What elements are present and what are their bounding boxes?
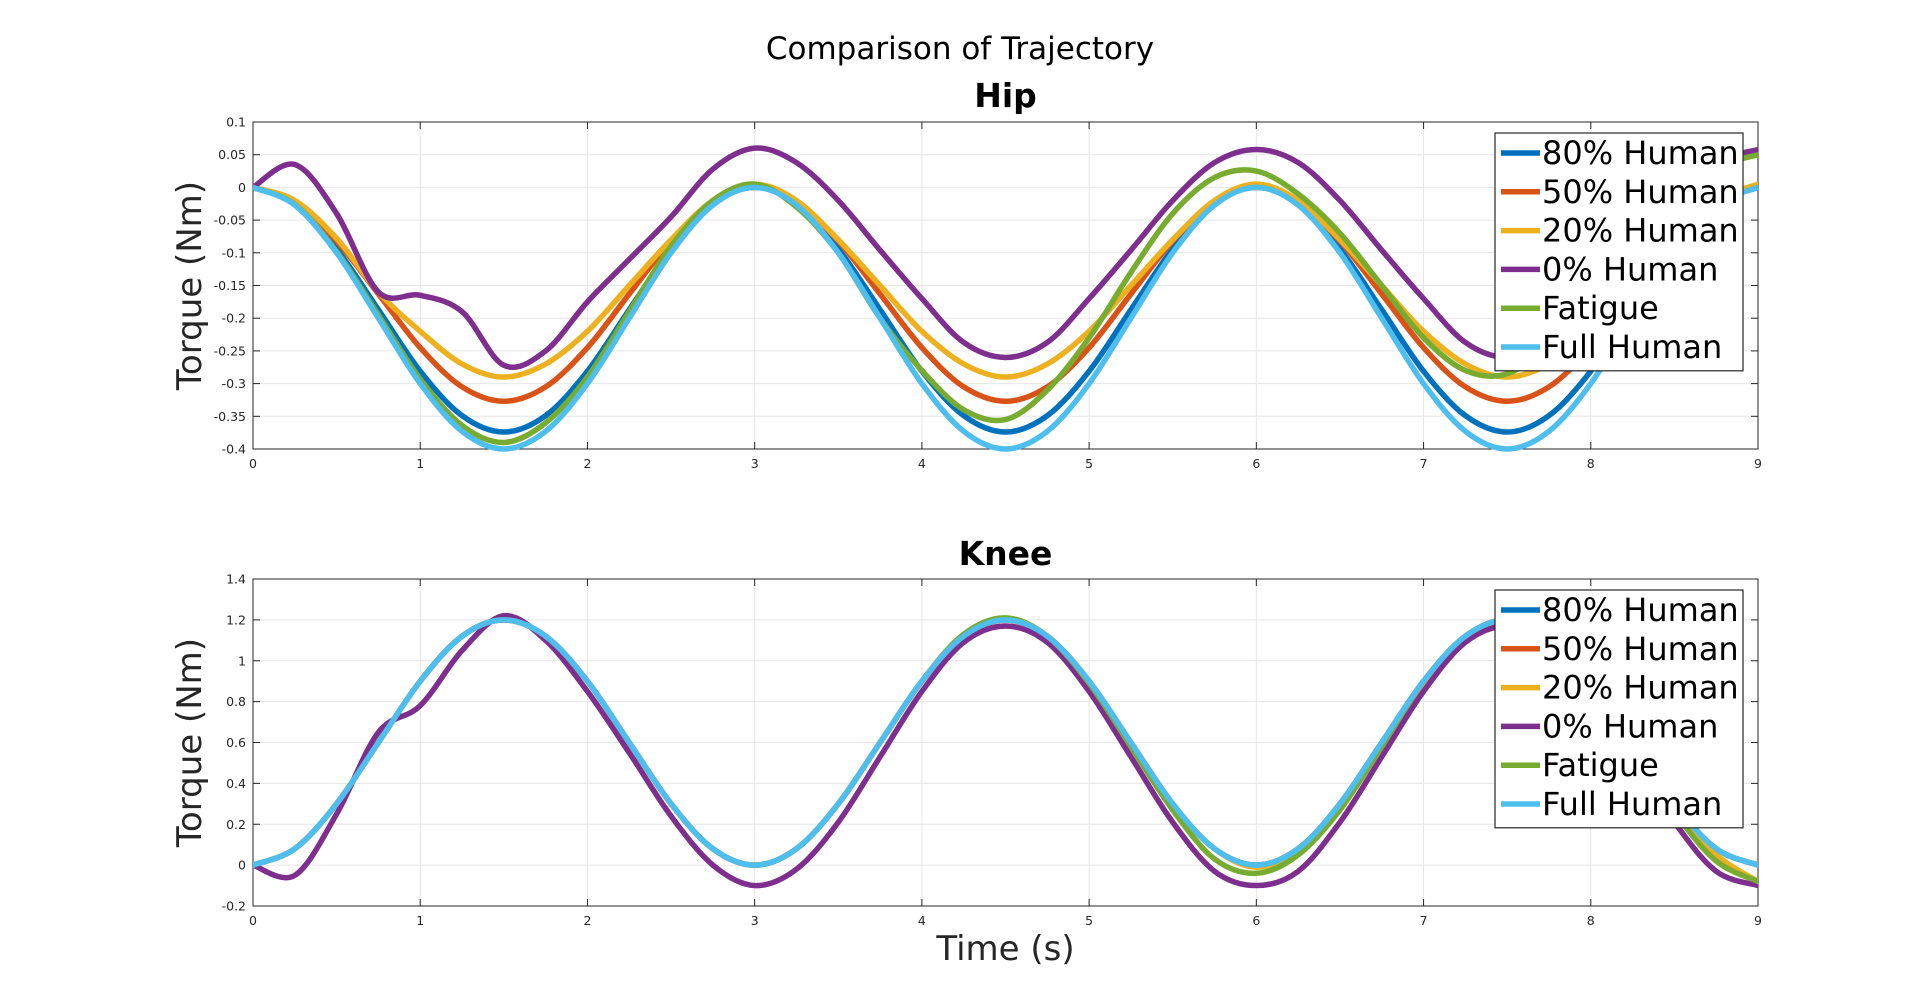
knee-legend-label-50pct-human: 50% Human	[1542, 630, 1739, 668]
knee-legend-box	[1494, 589, 1744, 829]
hip-x-tick-label: 9	[1754, 456, 1762, 471]
hip-y-tick-label: 0	[238, 180, 246, 195]
knee-legend-label-0pct-human: 0% Human	[1542, 707, 1718, 745]
hip-y-tick-label: -0.2	[222, 311, 246, 326]
hip-x-tick-label: 7	[1420, 456, 1428, 471]
hip-legend-label-0pct-human: 0% Human	[1542, 250, 1718, 288]
hip-x-tick-label: 2	[583, 456, 591, 471]
knee-y-tick-label: 0.2	[226, 817, 246, 832]
knee-x-tick-label: 1	[416, 913, 424, 928]
knee-y-tick-label: 0.8	[226, 694, 246, 709]
hip-legend-label-80pct-human: 80% Human	[1542, 134, 1739, 172]
knee-x-tick-label: 5	[1085, 913, 1093, 928]
hip-title: Hip	[974, 76, 1037, 115]
hip-y-tick-label: 0.05	[218, 147, 246, 162]
hip-x-tick-label: 6	[1252, 456, 1260, 471]
hip-y-tick-label: -0.05	[214, 213, 246, 228]
hip-legend-label-50pct-human: 50% Human	[1542, 173, 1739, 211]
hip-legend-label-full-human: Full Human	[1542, 328, 1722, 366]
hip-y-tick-label: -0.3	[222, 376, 246, 391]
knee-y-tick-label: 1.2	[226, 612, 246, 627]
knee-x-tick-label: 9	[1754, 913, 1762, 928]
knee-y-tick-label: -0.2	[222, 899, 246, 914]
knee-x-tick-label: 6	[1252, 913, 1260, 928]
hip-x-tick-label: 3	[751, 456, 759, 471]
figure-suptitle: Comparison of Trajectory	[766, 31, 1154, 67]
knee-x-tick-label: 0	[249, 913, 257, 928]
knee-legend-label-80pct-human: 80% Human	[1542, 591, 1739, 629]
knee-y-tick-label: 1	[238, 653, 246, 668]
knee-legend-label-fatigue: Fatigue	[1542, 746, 1659, 784]
hip-series-line-80pct-human	[253, 184, 1758, 435]
knee-y-tick-label: 1.4	[226, 572, 246, 587]
hip-x-tick-label: 0	[249, 456, 257, 471]
hip-series-line-full-human	[253, 184, 1758, 452]
hip-x-tick-label: 8	[1587, 456, 1595, 471]
knee-x-tick-label: 8	[1587, 913, 1595, 928]
knee-x-tick-label: 4	[918, 913, 926, 928]
knee-y-tick-label: 0.6	[226, 735, 246, 750]
hip-y-axis-label: Torque (Nm)	[170, 181, 210, 391]
knee-title: Knee	[959, 534, 1053, 573]
hip-y-tick-label: 0.1	[226, 115, 246, 130]
hip-y-tick-label: -0.25	[214, 343, 246, 358]
knee-x-axis-label: Time (s)	[935, 929, 1074, 969]
knee-legend-label-20pct-human: 20% Human	[1542, 669, 1739, 707]
hip-y-tick-label: -0.35	[214, 409, 246, 424]
hip-series-line-fatigue	[253, 151, 1758, 446]
knee-x-tick-label: 3	[751, 913, 759, 928]
hip-legend-label-fatigue: Fatigue	[1542, 289, 1659, 327]
hip-x-tick-label: 5	[1085, 456, 1093, 471]
hip-y-tick-label: -0.4	[222, 442, 246, 457]
hip-y-tick-label: -0.1	[222, 245, 246, 260]
knee-legend-label-full-human: Full Human	[1542, 785, 1722, 823]
knee-y-axis-label: Torque (Nm)	[170, 638, 210, 848]
knee-x-tick-label: 2	[583, 913, 591, 928]
hip-legend-box	[1494, 132, 1744, 372]
hip-legend-label-20pct-human: 20% Human	[1542, 212, 1739, 250]
hip-y-tick-label: -0.15	[214, 278, 246, 293]
knee-y-tick-label: 0.4	[226, 776, 246, 791]
hip-x-tick-label: 1	[416, 456, 424, 471]
knee-y-tick-label: 0	[238, 858, 246, 873]
hip-series-line-50pct-human	[253, 184, 1758, 405]
knee-x-tick-label: 7	[1420, 913, 1428, 928]
hip-x-tick-label: 4	[918, 456, 926, 471]
hip-series-line-20pct-human	[253, 181, 1758, 380]
